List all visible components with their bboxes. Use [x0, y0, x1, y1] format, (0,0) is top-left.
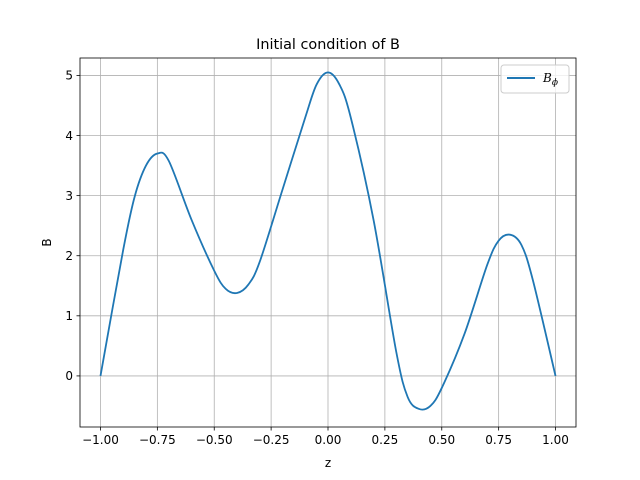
- y-tick-label: 3: [65, 189, 73, 203]
- x-tick-label: 0.50: [428, 433, 455, 447]
- y-axis-label: B: [40, 238, 54, 246]
- x-tick-label: 0.00: [315, 433, 342, 447]
- x-tick-label: −1.00: [82, 433, 119, 447]
- series-line-0: [99, 71, 557, 411]
- y-tick-label: 5: [65, 69, 73, 83]
- axis-ticks: −1.00 −0.75 −0.50 −0.25 0.00 0.25 0.50 0.75 1.00…: [65, 69, 569, 447]
- y-tick-label: 0: [65, 369, 73, 383]
- x-tick-label: 1.00: [542, 433, 569, 447]
- series-layer: [99, 71, 557, 411]
- legend: Bϕ: [500, 64, 570, 94]
- x-tick-label: 0.75: [485, 433, 512, 447]
- y-tick-label: 4: [65, 129, 73, 143]
- x-tick-label: −0.50: [196, 433, 233, 447]
- x-tick-label: 0.25: [372, 433, 399, 447]
- x-tick-label: −0.75: [139, 433, 176, 447]
- y-tick-label: 1: [65, 309, 73, 323]
- x-axis-label: z: [325, 456, 331, 470]
- x-tick-label: −0.25: [253, 433, 290, 447]
- legend-series-subscript: ϕ: [552, 78, 558, 88]
- legend-series-name: B: [542, 71, 552, 85]
- legend-label: Bϕ: [542, 71, 558, 88]
- grid-lines: [80, 58, 576, 427]
- y-tick-label: 2: [65, 249, 73, 263]
- chart-title: Initial condition of B: [256, 37, 400, 53]
